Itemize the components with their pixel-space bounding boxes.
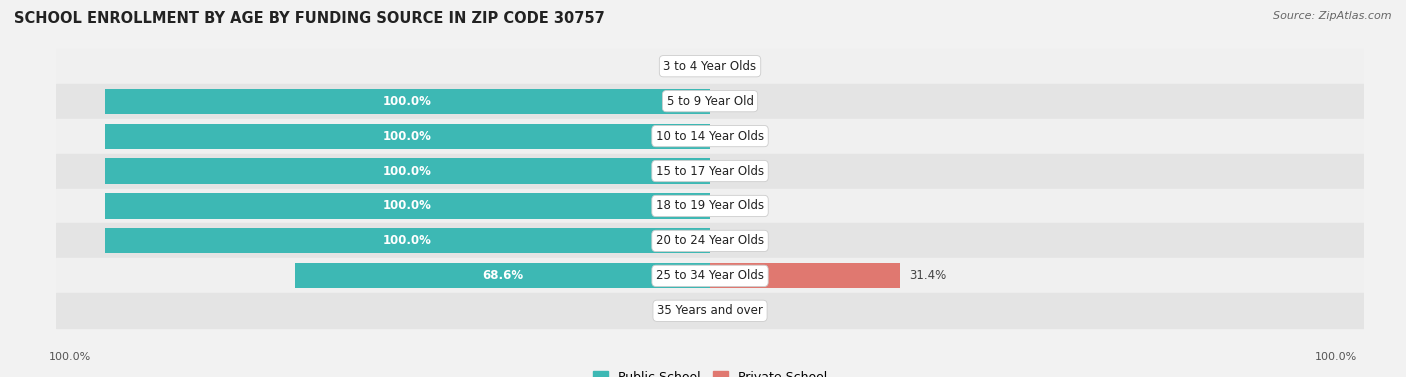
Text: 100.0%: 100.0% [382,130,432,143]
Text: 68.6%: 68.6% [482,269,523,282]
Bar [56,49,1364,84]
Bar [104,228,710,253]
Text: 100.0%: 100.0% [382,95,432,108]
Text: 0.0%: 0.0% [671,60,702,73]
Text: 100.0%: 100.0% [1315,352,1357,362]
Bar [56,153,1364,188]
Text: 5 to 9 Year Old: 5 to 9 Year Old [666,95,754,108]
Bar [104,89,710,114]
Bar [710,263,900,288]
Text: 100.0%: 100.0% [382,199,432,213]
Text: 35 Years and over: 35 Years and over [657,304,763,317]
Legend: Public School, Private School: Public School, Private School [588,366,832,377]
Text: 100.0%: 100.0% [382,164,432,178]
Text: 100.0%: 100.0% [382,234,432,247]
Bar [56,224,1364,258]
Text: 3 to 4 Year Olds: 3 to 4 Year Olds [664,60,756,73]
Text: 25 to 34 Year Olds: 25 to 34 Year Olds [657,269,763,282]
Text: 31.4%: 31.4% [910,269,946,282]
Bar [56,188,1364,224]
Text: 0.0%: 0.0% [718,60,749,73]
Bar [56,258,1364,293]
Text: 15 to 17 Year Olds: 15 to 17 Year Olds [657,164,763,178]
Text: 18 to 19 Year Olds: 18 to 19 Year Olds [657,199,763,213]
Bar [56,119,1364,153]
Text: 0.0%: 0.0% [718,199,749,213]
Bar [104,158,710,184]
Bar [104,193,710,219]
Bar [56,293,1364,328]
Text: Source: ZipAtlas.com: Source: ZipAtlas.com [1274,11,1392,21]
Text: 20 to 24 Year Olds: 20 to 24 Year Olds [657,234,763,247]
Text: 0.0%: 0.0% [718,130,749,143]
Text: 100.0%: 100.0% [49,352,91,362]
Text: 10 to 14 Year Olds: 10 to 14 Year Olds [657,130,763,143]
Text: 0.0%: 0.0% [718,304,749,317]
Text: 0.0%: 0.0% [671,304,702,317]
Bar [56,84,1364,119]
Text: SCHOOL ENROLLMENT BY AGE BY FUNDING SOURCE IN ZIP CODE 30757: SCHOOL ENROLLMENT BY AGE BY FUNDING SOUR… [14,11,605,26]
Bar [295,263,710,288]
Text: 0.0%: 0.0% [718,234,749,247]
Text: 0.0%: 0.0% [718,95,749,108]
Bar [104,124,710,149]
Text: 0.0%: 0.0% [718,164,749,178]
